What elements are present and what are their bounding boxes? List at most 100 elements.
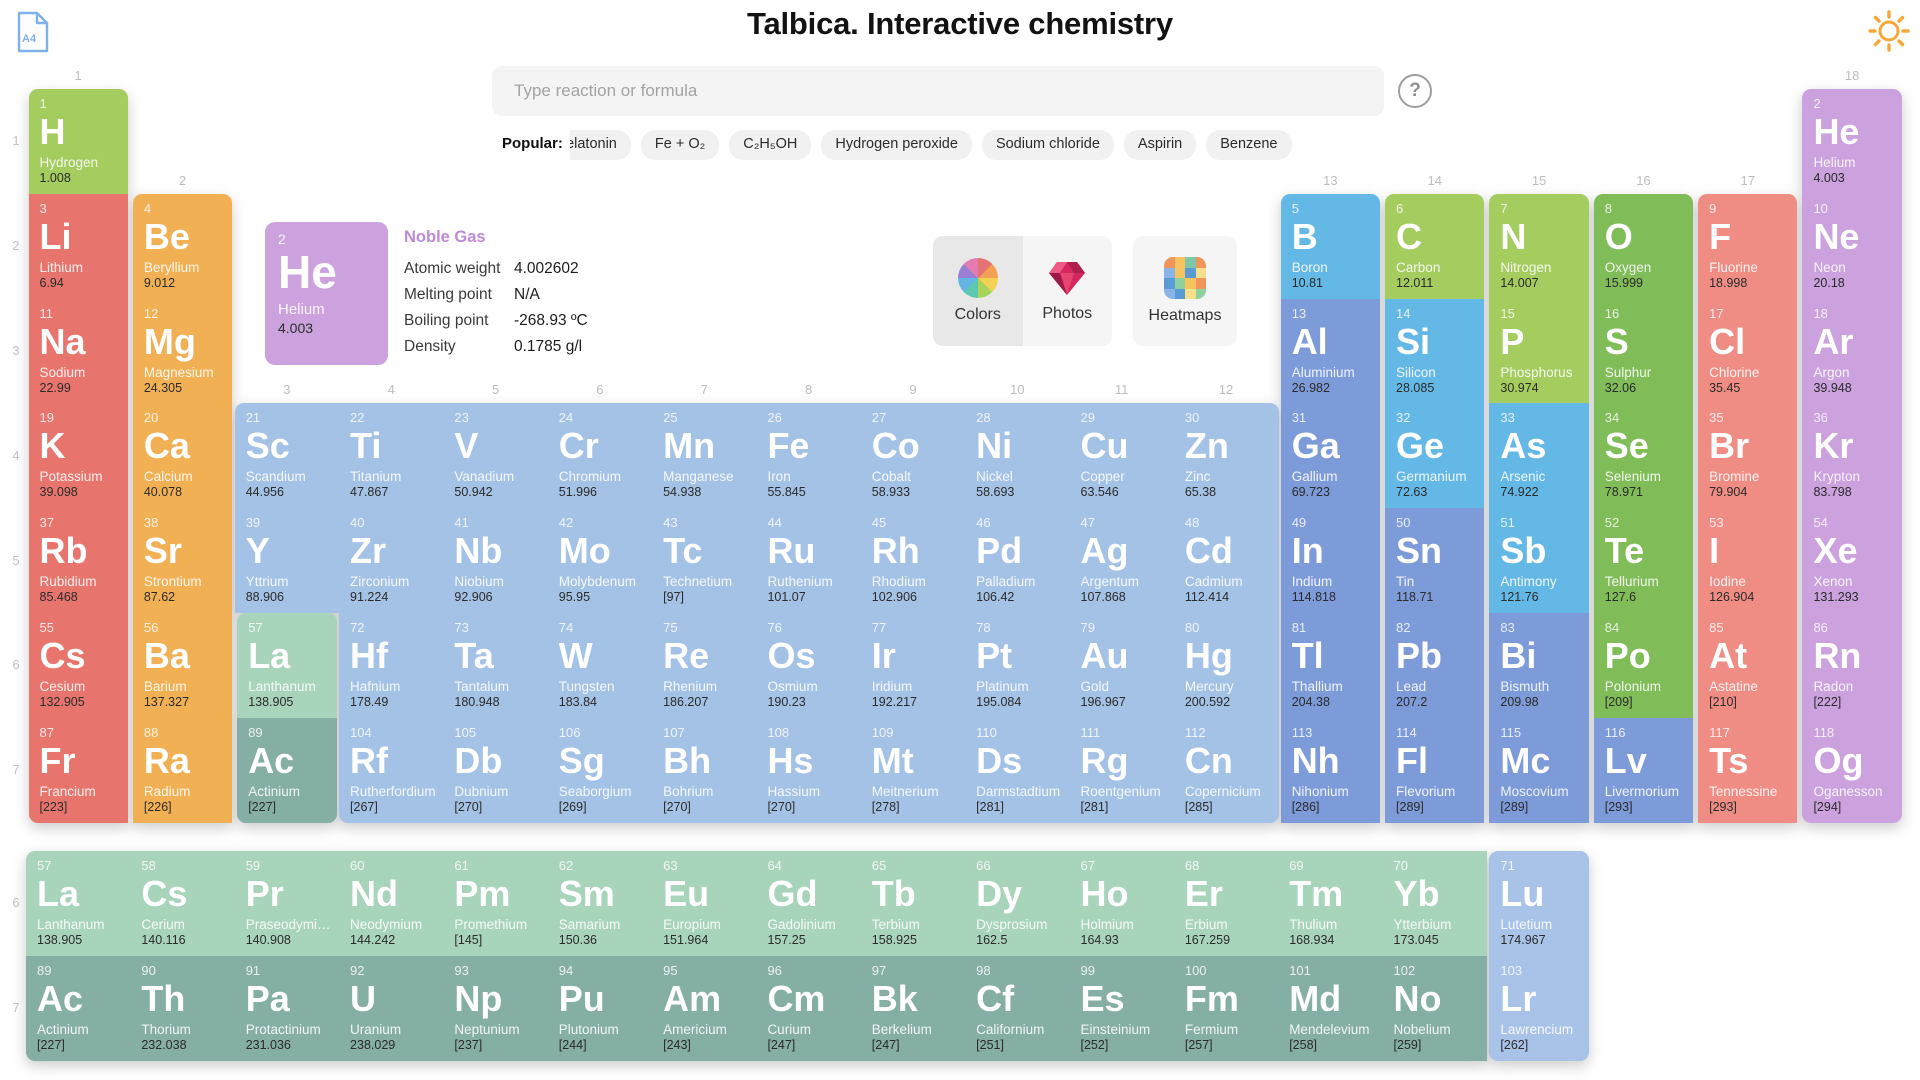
element-tile[interactable]: 92 U Uranium 238.029 (339, 955, 444, 1062)
element-tile[interactable]: 16 S Sulphur 32.06 (1593, 298, 1694, 404)
element-tile[interactable]: 28 Ni Nickel 58.693 (965, 403, 1070, 509)
heatmaps-view-button[interactable]: Heatmaps (1133, 236, 1237, 346)
element-tile[interactable]: 1 H Hydrogen 1.008 (28, 89, 128, 195)
element-tile[interactable]: 118 Og Oganesson [294] (1802, 717, 1902, 824)
element-tile[interactable]: 33 As Arsenic 74.922 (1489, 403, 1589, 509)
help-button[interactable]: ? (1398, 74, 1432, 108)
element-tile[interactable]: 53 I Iodine 126.904 (1698, 508, 1798, 614)
element-tile[interactable]: 111 Rg Roentgenium [281] (1069, 717, 1175, 824)
element-tile[interactable]: 46 Pd Palladium 106.42 (965, 508, 1070, 614)
popular-chip[interactable]: Fe + O₂ (640, 130, 720, 160)
element-tile[interactable]: 43 Tc Technetium [97] (652, 508, 757, 614)
element-tile[interactable]: 27 Co Cobalt 58.933 (860, 403, 966, 509)
element-tile[interactable]: 99 Es Einsteinium [252] (1069, 955, 1175, 1062)
element-tile[interactable]: 114 Fl Flevorium [289] (1385, 717, 1485, 824)
element-tile[interactable]: 65 Tb Terbium 158.925 (860, 851, 966, 957)
popular-chip[interactable]: Benzene (1206, 130, 1292, 160)
element-tile[interactable]: 83 Bi Bismuth 209.98 (1489, 613, 1589, 719)
element-tile[interactable]: 82 Pb Lead 207.2 (1385, 613, 1485, 719)
search-input[interactable] (492, 66, 1384, 116)
element-tile[interactable]: 8 O Oxygen 15.999 (1593, 193, 1694, 300)
element-tile[interactable]: 76 Os Osmium 190.23 (756, 613, 862, 719)
element-tile[interactable]: 35 Br Bromine 79.904 (1698, 403, 1798, 509)
element-tile[interactable]: 49 In Indium 114.818 (1280, 508, 1381, 614)
photos-view-button[interactable]: Photos (1022, 236, 1112, 346)
element-tile[interactable]: 42 Mo Molybdenum 95.95 (547, 508, 653, 614)
element-tile[interactable]: 97 Bk Berkelium [247] (860, 955, 966, 1062)
element-tile[interactable]: 30 Zn Zinc 65.38 (1173, 403, 1279, 509)
element-tile[interactable]: 73 Ta Tantalum 180.948 (443, 613, 549, 719)
element-tile[interactable]: 52 Te Tellurium 127.6 (1593, 508, 1694, 614)
element-tile[interactable]: 98 Cf Californium [251] (965, 955, 1070, 1062)
element-tile[interactable]: 66 Dy Dysprosium 162.5 (965, 851, 1070, 957)
element-tile[interactable]: 79 Au Gold 196.967 (1069, 613, 1175, 719)
element-tile[interactable]: 112 Cn Copernicium [285] (1173, 717, 1279, 824)
element-tile[interactable]: 102 No Nobelium [259] (1382, 955, 1488, 1062)
element-tile[interactable]: 70 Yb Ytterbium 173.045 (1382, 851, 1488, 957)
element-tile[interactable]: 108 Hs Hassium [270] (756, 717, 862, 824)
element-tile[interactable]: 85 At Astatine [210] (1698, 613, 1798, 719)
element-tile[interactable]: 54 Xe Xenon 131.293 (1802, 508, 1902, 614)
element-tile[interactable]: 57 La Lanthanum 138.905 (26, 851, 131, 957)
element-tile[interactable]: 59 Pr Praseodymium 140.908 (234, 851, 340, 957)
element-tile[interactable]: 3 Li Lithium 6.94 (28, 193, 128, 300)
element-tile[interactable]: 41 Nb Niobium 92.906 (443, 508, 549, 614)
element-tile[interactable]: 84 Po Polonium [209] (1593, 613, 1694, 719)
element-tile[interactable]: 18 Ar Argon 39.948 (1802, 298, 1902, 404)
element-tile[interactable]: 31 Ga Gallium 69.723 (1280, 403, 1381, 509)
element-tile[interactable]: 67 Ho Holmium 164.93 (1069, 851, 1175, 957)
element-tile[interactable]: 4 Be Beryllium 9.012 (132, 193, 233, 300)
element-tile[interactable]: 95 Am Americium [243] (652, 955, 757, 1062)
element-tile[interactable]: 9 F Fluorine 18.998 (1698, 193, 1798, 300)
element-tile[interactable]: 51 Sb Antimony 121.76 (1489, 508, 1589, 614)
element-tile[interactable]: 94 Pu Plutonium [244] (547, 955, 653, 1062)
element-tile[interactable]: 13 Al Aluminium 26.982 (1280, 298, 1381, 404)
element-tile[interactable]: 11 Na Sodium 22.99 (28, 298, 128, 404)
element-tile[interactable]: 56 Ba Barium 137.327 (132, 613, 233, 719)
popular-chip[interactable]: Hydrogen peroxide (821, 130, 972, 160)
sun-theme-icon[interactable] (1864, 6, 1914, 56)
element-tile[interactable]: 105 Db Dubnium [270] (443, 717, 549, 824)
element-tile[interactable]: 34 Se Selenium 78.971 (1593, 403, 1694, 509)
element-tile[interactable]: 60 Nd Neodymium 144.242 (339, 851, 444, 957)
element-tile[interactable]: 39 Y Yttrium 88.906 (234, 508, 340, 614)
element-tile[interactable]: 88 Ra Radium [226] (132, 717, 233, 824)
element-tile[interactable]: 62 Sm Samarium 150.36 (547, 851, 653, 957)
element-tile[interactable]: 75 Re Rhenium 186.207 (652, 613, 757, 719)
element-tile[interactable]: 116 Lv Livermorium [293] (1593, 717, 1694, 824)
element-tile[interactable]: 15 P Phosphorus 30.974 (1489, 298, 1589, 404)
element-tile[interactable]: 89 Ac Actinium [227] (26, 955, 131, 1062)
element-tile[interactable]: 69 Tm Thulium 168.934 (1278, 851, 1384, 957)
element-tile[interactable]: 12 Mg Magnesium 24.305 (132, 298, 233, 404)
element-tile[interactable]: 107 Bh Bohrium [270] (652, 717, 757, 824)
element-tile[interactable]: 17 Cl Chlorine 35.45 (1698, 298, 1798, 404)
a4-page-icon[interactable]: A4 (14, 10, 52, 54)
element-tile[interactable]: 103 Lr Lawrencium [262] (1489, 955, 1589, 1062)
element-tile[interactable]: 22 Ti Titanium 47.867 (339, 403, 444, 509)
element-tile[interactable]: 20 Ca Calcium 40.078 (132, 403, 233, 509)
element-tile[interactable]: 91 Pa Protactinium 231.036 (234, 955, 340, 1062)
element-tile[interactable]: 55 Cs Cesium 132.905 (28, 613, 128, 719)
element-tile[interactable]: 6 C Carbon 12.011 (1385, 193, 1485, 300)
popular-chip[interactable]: C₂H₅OH (729, 130, 812, 160)
element-tile[interactable]: 40 Zr Zirconium 91.224 (339, 508, 444, 614)
element-tile[interactable]: 21 Sc Scandium 44.956 (234, 403, 340, 509)
element-tile[interactable]: 71 Lu Lutetium 174.967 (1489, 851, 1589, 957)
element-tile[interactable]: 101 Md Mendelevium [258] (1278, 955, 1384, 1062)
element-tile[interactable]: 19 K Potassium 39.098 (28, 403, 128, 509)
element-tile[interactable]: 45 Rh Rhodium 102.906 (860, 508, 966, 614)
element-tile[interactable]: 38 Sr Strontium 87.62 (132, 508, 233, 614)
element-tile[interactable]: 106 Sg Seaborgium [269] (547, 717, 653, 824)
popular-chip[interactable]: Sodium chloride (981, 130, 1114, 160)
element-tile[interactable]: 80 Hg Mercury 200.592 (1173, 613, 1279, 719)
element-tile[interactable]: 64 Gd Gadolinium 157.25 (756, 851, 862, 957)
element-tile[interactable]: 96 Cm Curium [247] (756, 955, 862, 1062)
element-tile[interactable]: 104 Rf Rutherfordium [267] (339, 717, 444, 824)
element-tile[interactable]: 25 Mn Manganese 54.938 (652, 403, 757, 509)
element-tile[interactable]: 74 W Tungsten 183.84 (547, 613, 653, 719)
element-tile[interactable]: 47 Ag Argentum 107.868 (1069, 508, 1175, 614)
element-tile[interactable]: 90 Th Thorium 232.038 (130, 955, 236, 1062)
element-tile[interactable]: 109 Mt Meitnerium [278] (860, 717, 966, 824)
popular-chip[interactable]: Aspirin (1123, 130, 1197, 160)
element-tile[interactable]: 115 Mc Moscovium [289] (1489, 717, 1589, 824)
